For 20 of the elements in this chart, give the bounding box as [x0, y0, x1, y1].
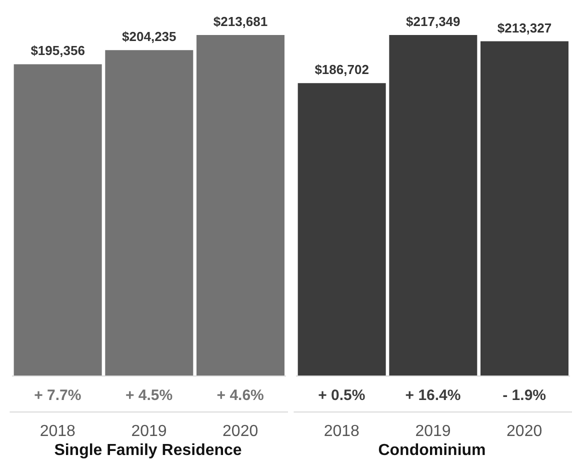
text: + 4.6% [216, 387, 264, 404]
x-axis-title: Single Family Residence [53, 442, 243, 460]
data-label: $213,327 [497, 20, 552, 36]
data-label: $195,356 [30, 43, 85, 58]
data-label: $217,349 [406, 14, 460, 29]
data-label: $204,235 [122, 29, 176, 44]
text: + 7.7% [34, 387, 82, 404]
x-tick-label: 2020 [506, 423, 542, 440]
text: - 1.9% [502, 387, 546, 404]
data-label: $186,702 [314, 62, 369, 78]
x-tick-label: 2018 [40, 423, 76, 440]
x-tick-label: 2019 [415, 423, 451, 440]
text: + 0.5% [318, 387, 366, 404]
x-tick-label: 2019 [131, 423, 167, 440]
text: + 4.5% [125, 387, 173, 404]
x-axis-title: Condominium [377, 442, 487, 460]
data-label: $213,681 [213, 14, 268, 29]
x-tick-label: 2018 [324, 423, 360, 440]
x-tick-label: 2020 [222, 423, 258, 440]
text: + 16.4% [405, 387, 461, 404]
